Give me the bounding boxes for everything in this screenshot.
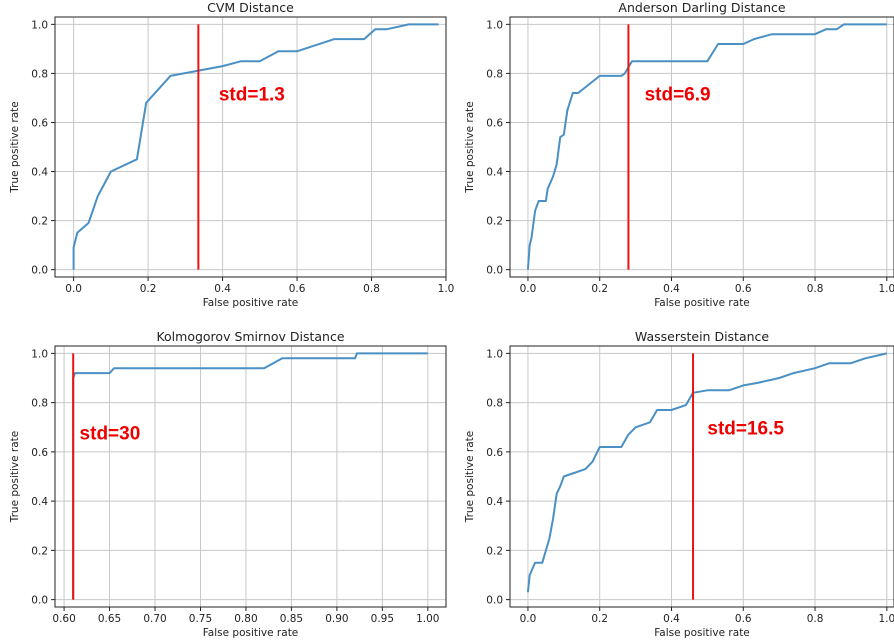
x-tick-label: 0.4 <box>663 613 680 625</box>
x-axis-label: False positive rate <box>654 627 750 639</box>
x-tick-label: 1.0 <box>438 283 455 295</box>
plot-frame <box>509 16 894 278</box>
plot-frame <box>54 345 447 608</box>
y-tick-label: 0.6 <box>31 447 48 459</box>
y-tick-label: 0.6 <box>486 117 503 129</box>
y-tick-label: 0.0 <box>486 265 503 277</box>
x-tick-label: 0.6 <box>289 283 306 295</box>
x-axis-label: False positive rate <box>203 627 299 639</box>
y-tick-label: 0.0 <box>31 265 48 277</box>
x-axis-label: False positive rate <box>654 297 750 309</box>
y-tick-label: 0.6 <box>31 117 48 129</box>
chart-panel-2: 0.0 0.2 0.4 0.6 0.8 1.0 0.0 0.2 0.4 0.6 0.8 1.0 Ande… <box>464 0 894 309</box>
std-annotation: std=16.5 <box>707 419 784 440</box>
x-tick-label: 0.2 <box>591 283 608 295</box>
y-tick-label: 0.2 <box>486 216 503 228</box>
x-tick-label: 0.90 <box>325 613 348 625</box>
x-tick-label: 0.60 <box>52 613 75 625</box>
y-tick-label: 0.8 <box>31 398 48 410</box>
y-tick-label: 0.8 <box>31 68 48 80</box>
y-tick-label: 0.2 <box>31 545 48 557</box>
y-tick-label: 0.0 <box>31 595 48 607</box>
x-tick-label: 0.95 <box>371 613 394 625</box>
plot-frame <box>54 16 447 278</box>
std-annotation: std=1.3 <box>219 84 285 105</box>
std-annotation: std=30 <box>80 424 141 445</box>
chart-panel-4: 0.0 0.2 0.4 0.6 0.8 1.0 0.0 0.2 0.4 0.6 0.8 1.0 Wass… <box>464 329 894 639</box>
x-tick-label: 1.0 <box>878 283 894 295</box>
y-tick-label: 1.0 <box>486 348 503 360</box>
x-tick-label: 0.8 <box>363 283 380 295</box>
y-tick-label: 1.0 <box>486 19 503 31</box>
y-tick-label: 0.2 <box>486 545 503 557</box>
x-tick-label: 0.85 <box>280 613 303 625</box>
x-tick-label: 0.2 <box>591 613 608 625</box>
y-axis-label: True positive rate <box>464 431 476 524</box>
std-annotation: std=6.9 <box>645 84 711 105</box>
x-tick-label: 0.8 <box>807 283 824 295</box>
y-tick-label: 1.0 <box>31 348 48 360</box>
x-tick-label: 0.0 <box>520 283 537 295</box>
y-tick-label: 1.0 <box>31 19 48 31</box>
chart-title: CVM Distance <box>207 0 294 15</box>
y-axis-label: True positive rate <box>9 431 21 524</box>
x-tick-label: 0.8 <box>807 613 824 625</box>
chart-title: Anderson Darling Distance <box>618 0 785 15</box>
y-tick-label: 0.4 <box>31 167 48 179</box>
chart-title: Wasserstein Distance <box>635 329 770 344</box>
y-tick-label: 0.8 <box>486 68 503 80</box>
plot-frame <box>509 345 894 608</box>
y-tick-label: 0.2 <box>31 216 48 228</box>
x-axis-label: False positive rate <box>203 297 299 309</box>
x-tick-label: 0.0 <box>65 283 82 295</box>
x-tick-label: 0.2 <box>140 283 157 295</box>
y-tick-label: 0.4 <box>486 167 503 179</box>
x-tick-label: 0.4 <box>663 283 680 295</box>
x-tick-label: 0.65 <box>98 613 121 625</box>
x-tick-label: 0.6 <box>735 283 752 295</box>
y-tick-label: 0.8 <box>486 398 503 410</box>
x-tick-label: 0.6 <box>735 613 752 625</box>
roc-curve-line <box>526 352 888 593</box>
y-axis-label: True positive rate <box>9 101 21 194</box>
y-tick-label: 0.4 <box>486 496 503 508</box>
y-axis-label: True positive rate <box>464 101 476 194</box>
chart-panel-1: 0.0 0.2 0.4 0.6 0.8 1.0 0.0 0.2 0.4 0.6 0.8 1.0 CVM … <box>9 0 454 309</box>
roc-curve-line <box>72 352 428 600</box>
y-tick-label: 0.6 <box>486 447 503 459</box>
x-tick-label: 1.00 <box>416 613 439 625</box>
y-tick-label: 0.4 <box>31 496 48 508</box>
x-tick-label: 0.0 <box>520 613 537 625</box>
roc-curve-line <box>72 23 439 270</box>
x-tick-label: 0.4 <box>214 283 231 295</box>
x-tick-label: 0.80 <box>234 613 257 625</box>
y-tick-label: 0.0 <box>486 595 503 607</box>
chart-panel-3: 0.60 0.65 0.70 0.75 0.80 0.85 0.90 0.95 1.00 0.0 0… <box>9 329 447 639</box>
roc-curve-line <box>526 23 887 270</box>
x-tick-label: 1.0 <box>878 613 894 625</box>
chart-title: Kolmogorov Smirnov Distance <box>156 329 344 344</box>
x-tick-label: 0.75 <box>189 613 212 625</box>
x-tick-label: 0.70 <box>143 613 166 625</box>
